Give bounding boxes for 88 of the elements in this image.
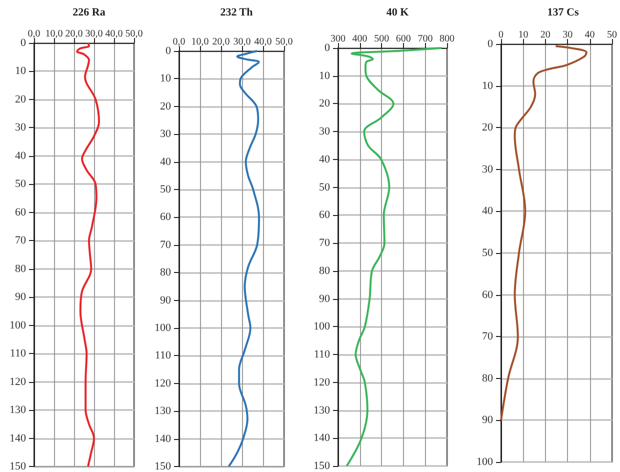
y-tick-label: 0 bbox=[166, 45, 172, 57]
x-tick-label: 40,0 bbox=[254, 36, 272, 48]
x-tick-label: 20 bbox=[540, 30, 550, 40]
y-tick-label: 140 bbox=[10, 432, 26, 444]
y-tick-label: 110 bbox=[10, 348, 26, 360]
y-tick-label: 40 bbox=[15, 150, 26, 162]
x-tick-label: 10 bbox=[518, 30, 528, 40]
line-series bbox=[346, 47, 443, 467]
y-tick-label: 130 bbox=[10, 404, 26, 416]
x-tick-label: 20,0 bbox=[65, 28, 83, 40]
y-tick-label: 150 bbox=[10, 460, 26, 472]
y-tick-label: 20 bbox=[160, 100, 172, 112]
y-tick-label: 50 bbox=[319, 181, 330, 194]
x-tick-label: 30,0 bbox=[85, 28, 103, 40]
y-tick-label: 10 bbox=[160, 72, 172, 85]
y-tick-label: 30 bbox=[15, 122, 26, 134]
y-tick-label: 90 bbox=[482, 414, 494, 426]
y-tick-label: 60 bbox=[15, 206, 26, 218]
chart-title: 40 K bbox=[386, 6, 410, 18]
y-tick-label: 20 bbox=[15, 93, 26, 106]
y-tick-label: 60 bbox=[482, 288, 494, 301]
line-series bbox=[76, 42, 100, 468]
x-tick-label: 30,0 bbox=[233, 36, 251, 48]
x-tick-label: 300 bbox=[330, 34, 346, 44]
y-tick-label: 140 bbox=[314, 432, 330, 444]
y-tick-label: 110 bbox=[154, 350, 172, 362]
y-tick-label: 100 bbox=[476, 456, 494, 468]
x-tick-label: 30 bbox=[562, 30, 573, 40]
x-tick-label: 600 bbox=[396, 34, 411, 44]
x-tick-label: 50,0 bbox=[275, 36, 293, 48]
y-tick-label: 30 bbox=[482, 163, 494, 176]
y-tick-label: 140 bbox=[154, 432, 172, 445]
y-tick-label: 40 bbox=[319, 153, 330, 166]
x-tick-label: 50 bbox=[607, 30, 617, 40]
y-tick-label: 110 bbox=[314, 348, 330, 361]
y-tick-label: 50 bbox=[482, 247, 494, 259]
y-tick-label: 150 bbox=[314, 460, 330, 472]
y-tick-label: 120 bbox=[314, 376, 330, 388]
y-tick-label: 130 bbox=[314, 404, 330, 416]
x-tick-label: 10,0 bbox=[191, 36, 209, 48]
y-tick-label: 50 bbox=[160, 184, 172, 196]
chart-title: 137 Cs bbox=[547, 6, 580, 18]
x-tick-label: 10,0 bbox=[45, 28, 63, 40]
y-tick-label: 20 bbox=[319, 98, 330, 110]
y-tick-label: 70 bbox=[160, 238, 172, 251]
x-tick-label: 0 bbox=[498, 30, 504, 40]
x-tick-label: 800 bbox=[440, 34, 454, 44]
x-tick-label: 700 bbox=[418, 34, 433, 44]
y-tick-label: 70 bbox=[319, 237, 330, 250]
line-series bbox=[500, 45, 588, 422]
x-tick-label: 0,0 bbox=[28, 28, 40, 40]
y-tick-label: 50 bbox=[15, 178, 26, 190]
y-tick-label: 60 bbox=[319, 209, 330, 222]
y-tick-label: 100 bbox=[10, 319, 26, 332]
chart-title: 226 Ra bbox=[72, 6, 106, 18]
y-tick-label: 70 bbox=[482, 330, 494, 343]
y-tick-label: 90 bbox=[15, 291, 26, 304]
y-tick-label: 30 bbox=[160, 128, 172, 140]
chart-title: 232 Th bbox=[220, 6, 253, 18]
y-tick-label: 100 bbox=[154, 322, 172, 334]
y-tick-label: 70 bbox=[15, 234, 26, 247]
y-tick-label: 10 bbox=[15, 65, 26, 78]
y-tick-label: 90 bbox=[319, 292, 330, 305]
y-tick-label: 10 bbox=[482, 80, 494, 92]
y-tick-label: 20 bbox=[482, 122, 494, 134]
y-tick-label: 60 bbox=[160, 211, 172, 224]
x-tick-label: 40,0 bbox=[105, 28, 123, 40]
y-tick-label: 130 bbox=[154, 405, 172, 418]
x-tick-label: 0,0 bbox=[172, 36, 186, 48]
y-tick-label: 90 bbox=[160, 294, 172, 306]
y-tick-label: 80 bbox=[319, 264, 330, 277]
x-tick-label: 400 bbox=[352, 34, 368, 44]
y-tick-label: 30 bbox=[319, 126, 330, 138]
y-tick-label: 80 bbox=[160, 266, 172, 279]
line-series bbox=[228, 50, 260, 468]
x-tick-label: 50,0 bbox=[125, 28, 143, 40]
y-tick-label: 10 bbox=[319, 70, 330, 82]
y-tick-label: 100 bbox=[314, 320, 330, 333]
y-tick-label: 120 bbox=[10, 376, 26, 388]
x-tick-label: 40 bbox=[584, 30, 595, 40]
x-tick-label: 500 bbox=[374, 34, 390, 44]
y-tick-label: 40 bbox=[482, 205, 494, 218]
y-tick-label: 40 bbox=[160, 156, 172, 168]
y-tick-label: 120 bbox=[154, 377, 172, 390]
y-tick-label: 80 bbox=[15, 262, 26, 275]
y-tick-label: 80 bbox=[482, 372, 494, 384]
y-tick-label: 150 bbox=[154, 460, 172, 472]
x-tick-label: 20,0 bbox=[212, 36, 230, 48]
